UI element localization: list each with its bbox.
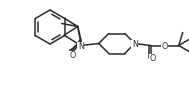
Text: O: O bbox=[149, 54, 156, 63]
Text: N: N bbox=[78, 42, 84, 51]
Text: O: O bbox=[69, 52, 75, 61]
Text: O: O bbox=[162, 42, 168, 51]
Text: N: N bbox=[132, 40, 138, 49]
